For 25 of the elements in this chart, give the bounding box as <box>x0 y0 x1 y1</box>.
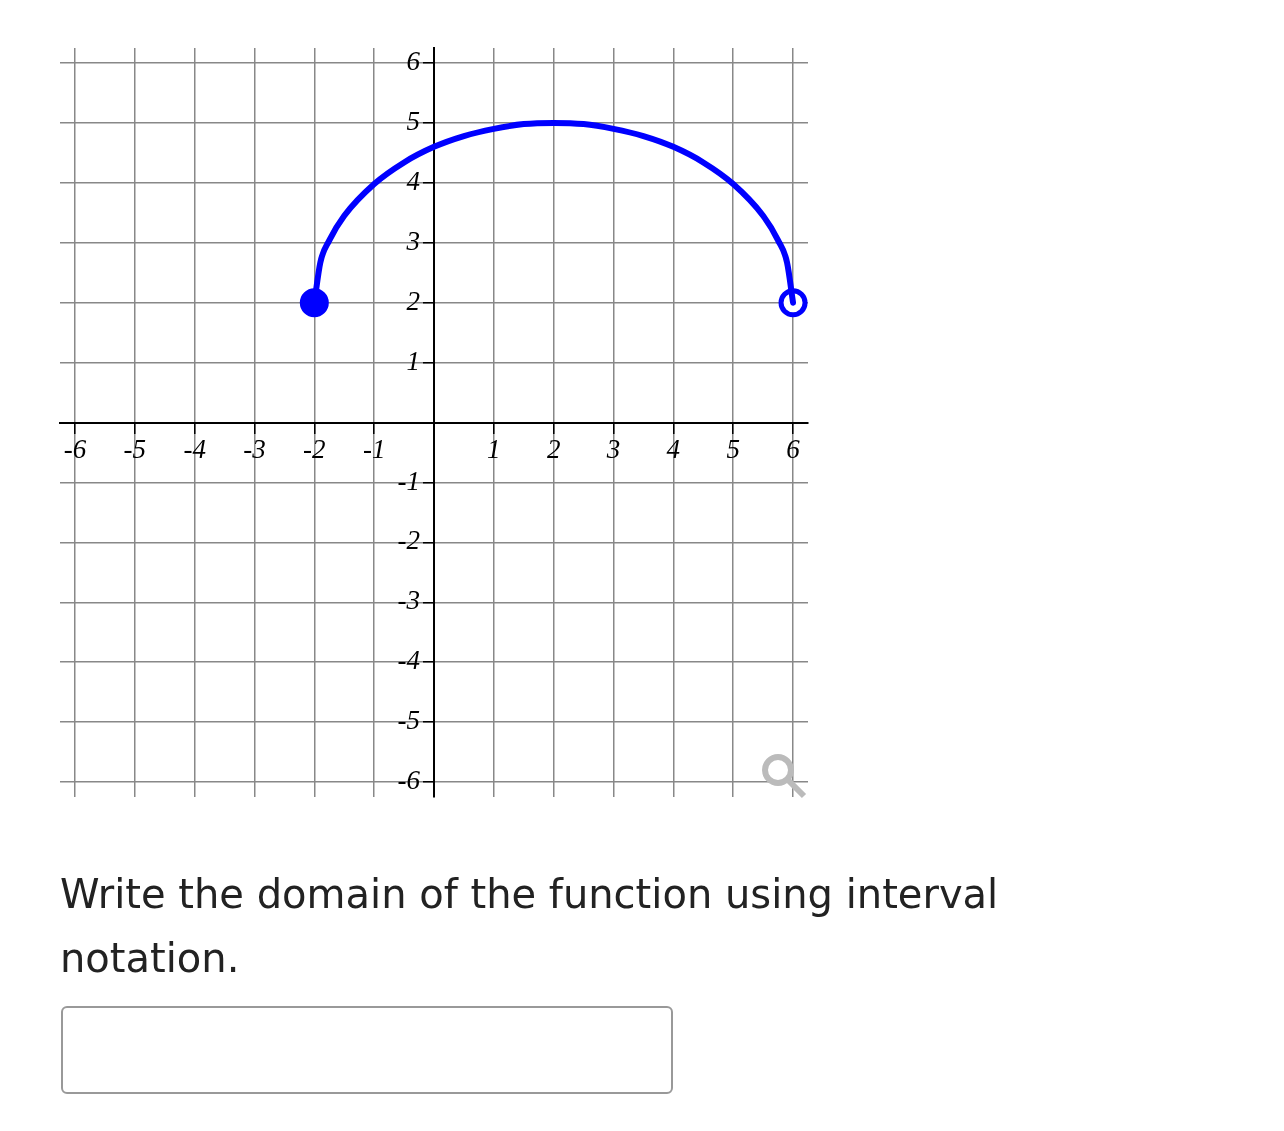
y-tick-label: -6 <box>397 765 421 796</box>
x-tick-label: -3 <box>243 433 266 464</box>
y-tick-label: -4 <box>397 645 420 676</box>
x-tick-label: -1 <box>362 433 386 464</box>
y-tick-label: 6 <box>406 46 421 77</box>
x-tick-label: 4 <box>666 433 681 464</box>
y-tick-label: 4 <box>406 165 420 196</box>
x-tick-label: 2 <box>546 433 561 464</box>
x-tick-label: 5 <box>726 433 740 464</box>
x-tick-label: 1 <box>487 433 501 464</box>
x-tick-label: -4 <box>183 433 206 464</box>
x-tick-label: 6 <box>786 433 801 464</box>
y-tick-label: 5 <box>406 105 420 136</box>
text: Write the domain of the function using interval notation. <box>60 870 1000 983</box>
y-tick-label: -5 <box>397 705 420 736</box>
y-tick-label: -3 <box>397 585 420 616</box>
y-tick-label: 1 <box>406 345 420 376</box>
y-tick-label: -1 <box>397 465 420 496</box>
x-tick-label: 3 <box>605 433 621 464</box>
y-tick-label: -2 <box>397 525 420 556</box>
y-tick-label: 2 <box>406 285 420 316</box>
x-tick-label: -6 <box>63 433 87 464</box>
x-tick-label: -5 <box>123 433 147 464</box>
x-tick-label: -2 <box>303 433 326 464</box>
y-tick-label: 3 <box>405 225 420 256</box>
